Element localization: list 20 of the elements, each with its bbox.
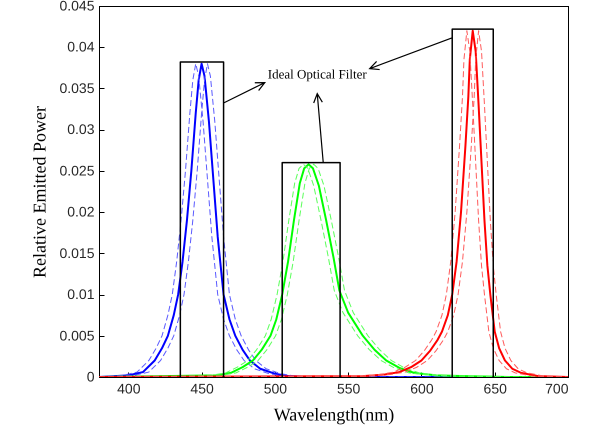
y-tick-label: 0.01: [67, 286, 95, 302]
y-tick-label: 0.045: [59, 0, 95, 14]
y-tick-label: 0.025: [59, 162, 95, 178]
x-tick-label: 700: [545, 380, 569, 396]
y-tick-label: 0.03: [67, 121, 95, 138]
x-axis-title: Wavelength(nm): [274, 404, 394, 424]
annotation: Ideal Optical Filter: [268, 66, 368, 82]
y-axis-title: Relative Emitted Power: [29, 106, 50, 278]
y-tick-label: 0.035: [59, 80, 95, 96]
x-tick-label: 650: [484, 380, 508, 396]
x-tick-label: 500: [264, 380, 288, 396]
y-tick-label: 0: [86, 368, 95, 384]
x-tick-label: 550: [336, 380, 361, 396]
x-tick-label: 600: [410, 380, 434, 396]
y-tick-label: 0.02: [67, 204, 95, 220]
x-tick-label: 400: [117, 380, 141, 396]
x-tick-label: 450: [190, 380, 214, 396]
y-tick-label: 0.04: [67, 38, 95, 55]
y-tick-label: 0.015: [59, 244, 95, 261]
y-tick-label: 0.005: [59, 327, 95, 344]
